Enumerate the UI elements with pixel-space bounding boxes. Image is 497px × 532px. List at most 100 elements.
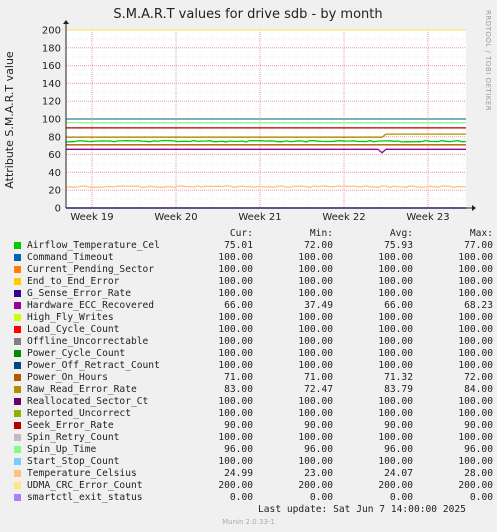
munin-version: Munin 2.0.33-1 [222, 518, 275, 526]
y-tick-label: 160 [42, 61, 61, 72]
legend-cur: 66.00 [224, 300, 253, 311]
legend-max: 100.00 [458, 360, 493, 371]
legend-cur: 100.00 [218, 324, 253, 335]
legend-name: Start_Stop_Count [27, 456, 120, 467]
legend-row: Hardware_ECC_Recovered 66.00 37.49 66.00 68.… [14, 300, 493, 312]
legend-name: Offline_Uncorrectable [27, 336, 149, 347]
legend-max: 100.00 [458, 252, 493, 263]
legend-name: smartctl_exit_status [27, 492, 143, 503]
legend-swatch [14, 302, 21, 309]
x-tick-label: Week 20 [154, 212, 197, 223]
legend-min: 100.00 [298, 312, 333, 323]
legend-swatch [14, 482, 21, 489]
series-lines [65, 29, 467, 209]
legend-swatch [14, 254, 21, 261]
legend-avg: 83.79 [384, 384, 413, 395]
legend-cur: 100.00 [218, 456, 253, 467]
legend-max: 96.00 [464, 444, 493, 455]
legend-header: Cur: Min: Avg: Max: [14, 228, 493, 240]
legend-avg: 0.00 [389, 492, 413, 503]
legend-swatch [14, 350, 21, 357]
legend-cur: 100.00 [218, 396, 253, 407]
legend-cur: 100.00 [218, 360, 253, 371]
legend-name: Raw_Read_Error_Rate [27, 384, 137, 395]
legend-cur: 90.00 [224, 420, 253, 431]
legend-name: Reported_Uncorrect [27, 408, 131, 419]
legend-max: 68.23 [464, 300, 493, 311]
legend-avg: 100.00 [378, 276, 413, 287]
legend-swatch [14, 242, 21, 249]
legend-max: 77.00 [464, 240, 493, 251]
legend-avg: 100.00 [378, 336, 413, 347]
chart-title: S.M.A.R.T values for drive sdb - by mont… [113, 7, 382, 22]
legend-swatch [14, 458, 21, 465]
legend-swatch [14, 434, 21, 441]
legend-max: 100.00 [458, 264, 493, 275]
legend-max: 90.00 [464, 420, 493, 431]
legend-avg: 75.93 [384, 240, 413, 251]
legend-avg: 100.00 [378, 408, 413, 419]
legend-row: End_to_End_Error 100.00 100.00 100.00 100.00 [14, 276, 493, 288]
legend-row: Spin_Retry_Count 100.00 100.00 100.00 100.00 [14, 432, 493, 444]
y-tick-label: 180 [42, 43, 61, 54]
legend-avg: 100.00 [378, 432, 413, 443]
legend-row: Current_Pending_Sector 100.00 100.00 100.00… [14, 264, 493, 276]
axes: 0 20 40 60 80 100 120 140 160 180 200 Week 19 Week 2… [42, 20, 476, 223]
series-line [66, 133, 466, 138]
legend-row: Power_Cycle_Count 100.00 100.00 100.00 100.0… [14, 348, 493, 360]
x-tick-label: Week 23 [406, 212, 449, 223]
legend-min: 0.00 [309, 492, 333, 503]
legend-max: 28.00 [464, 468, 493, 479]
legend-min: 100.00 [298, 408, 333, 419]
legend-max: 100.00 [458, 288, 493, 299]
legend-cur: 96.00 [224, 444, 253, 455]
legend-avg: 100.00 [378, 396, 413, 407]
legend-swatch [14, 266, 21, 273]
y-axis-arrow [63, 20, 69, 24]
legend-row: Reported_Uncorrect 100.00 100.00 100.00 100.… [14, 408, 493, 420]
legend-avg: 90.00 [384, 420, 413, 431]
legend-avg: 66.00 [384, 300, 413, 311]
y-tick-label: 20 [48, 186, 61, 197]
legend-min: 100.00 [298, 288, 333, 299]
legend-row: Start_Stop_Count 100.00 100.00 100.00 100.00 [14, 456, 493, 468]
legend-min: 96.00 [304, 444, 333, 455]
legend-cur: 100.00 [218, 408, 253, 419]
legend-row: UDMA_CRC_Error_Count 200.00 200.00 200.00 20… [14, 480, 493, 492]
series-line [65, 139, 467, 143]
y-tick-label: 100 [42, 115, 61, 126]
legend-name: Airflow_Temperature_Cel [27, 240, 160, 251]
legend-min: 37.49 [304, 300, 333, 311]
header-avg: Avg: [389, 228, 413, 239]
y-tick-label: 40 [48, 168, 61, 179]
legend-max: 84.00 [464, 384, 493, 395]
legend-avg: 100.00 [378, 456, 413, 467]
legend-max: 100.00 [458, 312, 493, 323]
legend-swatch [14, 494, 21, 501]
legend-max: 0.00 [469, 492, 493, 503]
series-line [65, 185, 467, 189]
legend-avg: 100.00 [378, 324, 413, 335]
legend-swatch [14, 410, 21, 417]
legend-min: 200.00 [298, 480, 333, 491]
legend-name: Reallocated_Sector_Ct [27, 396, 149, 407]
y-tick-label: 60 [48, 150, 61, 161]
legend-max: 100.00 [458, 324, 493, 335]
legend-name: UDMA_CRC_Error_Count [27, 480, 143, 491]
legend-max: 100.00 [458, 276, 493, 287]
x-axis-arrow [472, 205, 476, 211]
legend-row: Airflow_Temperature_Cel 75.01 72.00 75.93 77… [14, 240, 493, 252]
legend-cur: 100.00 [218, 276, 253, 287]
legend-min: 100.00 [298, 432, 333, 443]
legend-max: 100.00 [458, 348, 493, 359]
legend-min: 100.00 [298, 276, 333, 287]
legend-swatch [14, 386, 21, 393]
legend-swatch [14, 470, 21, 477]
x-tick-label: Week 19 [70, 212, 113, 223]
y-tick-label: 80 [48, 132, 61, 143]
legend-name: Power_On_Hours [27, 372, 108, 383]
legend-max: 100.00 [458, 396, 493, 407]
legend-avg: 100.00 [378, 288, 413, 299]
legend-avg: 96.00 [384, 444, 413, 455]
header-cur: Cur: [229, 228, 253, 239]
